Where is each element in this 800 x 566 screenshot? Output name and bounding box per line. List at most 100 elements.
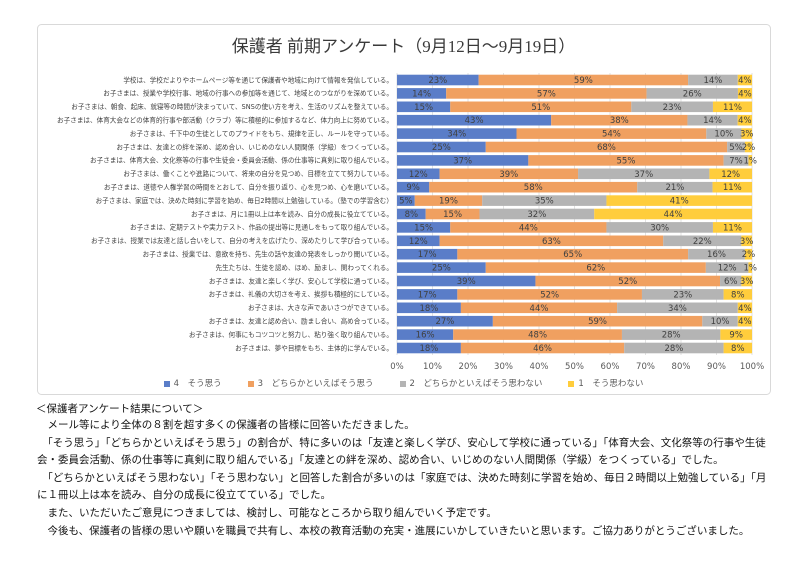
data-label: 44%: [530, 304, 549, 314]
data-label: 14%: [703, 76, 722, 86]
bar-segment: [460, 342, 625, 354]
legend-swatch: [399, 381, 406, 387]
data-label: 23%: [428, 76, 447, 86]
bar-segment: [397, 342, 461, 354]
data-label: 37%: [453, 156, 472, 166]
bar-segment: [723, 289, 752, 300]
data-label: 34%: [447, 130, 466, 140]
bar-segment: [705, 262, 749, 273]
bar-segment: [723, 342, 752, 354]
data-label: 4%: [738, 116, 752, 126]
data-label: 44%: [664, 210, 683, 220]
bar-segment: [748, 262, 752, 273]
category-label: お子さまは、友達との絆を深め、認め合い、いじめのない人間関係（学級）をつくってい…: [116, 142, 393, 151]
data-label: 39%: [457, 277, 476, 287]
data-label: 3%: [740, 130, 754, 140]
data-label: 54%: [602, 130, 621, 140]
bar-segment: [397, 235, 440, 247]
bar-segment: [425, 208, 480, 220]
bar-segment: [663, 235, 742, 247]
bar-segment: [397, 329, 454, 340]
data-label: 8%: [731, 344, 745, 354]
x-tick-label: 50%: [565, 362, 584, 372]
bar-segment: [429, 181, 638, 193]
data-label: 46%: [533, 344, 552, 354]
bar-segment: [687, 114, 738, 126]
data-label: 5%: [399, 197, 413, 207]
data-label: 52%: [618, 277, 637, 287]
bar-segment: [482, 195, 607, 206]
data-label: 12%: [721, 170, 740, 180]
bar-segment: [606, 195, 752, 206]
data-label: 48%: [528, 331, 547, 341]
notes-line: 「そう思う」「どちらかといえばそう思う」の割合が、特に多いのは「友達と楽しく学び…: [37, 436, 766, 449]
data-label: 17%: [418, 290, 437, 300]
data-label: 23%: [673, 290, 692, 300]
x-tick-label: 90%: [707, 362, 726, 372]
category-label: お子さまは、何事にもコツコツと努力し、粘り強く取り組んでいる。: [189, 330, 393, 339]
bar-segment: [460, 302, 618, 314]
data-label: 35%: [535, 197, 554, 207]
category-label: お子さまは、家庭では、決めた時刻に学習を始め、毎日2時間以上勉強している。（塾で…: [96, 196, 393, 205]
data-label: 32%: [527, 210, 546, 220]
legend-swatch: [568, 381, 575, 387]
data-label: 52%: [540, 290, 559, 300]
bar-segment: [712, 181, 752, 193]
bar-segment: [712, 222, 752, 233]
category-label: 学校は、学校だよりやホームページ等を通じて保護者や地域に向けて情報を発信している…: [123, 75, 393, 84]
category-label: お子さまは、月に1冊以上は本を読み、自分の成長に役立てている。: [191, 209, 393, 218]
x-tick-labels: 0% 10% 20% 30% 40% 50% 60% 70% 80% 90% 100%: [390, 362, 764, 372]
data-label: 11%: [723, 183, 742, 193]
x-tick-label: 100%: [740, 362, 764, 372]
bar-segment: [397, 141, 486, 153]
data-label: 41%: [670, 197, 689, 207]
bar-segment: [446, 88, 647, 99]
bar-segment: [741, 235, 752, 247]
bar-segment: [637, 181, 713, 193]
data-label: 15%: [414, 103, 433, 113]
legend-label: 3 どちらかといえばそう思う: [257, 379, 374, 389]
data-label: 8%: [731, 290, 745, 300]
data-label: 5%: [729, 143, 743, 153]
category-label: お子さまは、授業では友達と話し合いをして、自分の考えを広げたり、深めたりして学び…: [91, 236, 393, 245]
bar-segment: [641, 289, 724, 300]
data-label: 9%: [729, 331, 743, 341]
bar-segment: [624, 342, 724, 354]
category-label: お子さまは、夢や目標をもち、主体的に学んでいる。: [235, 343, 393, 352]
data-label: 10%: [714, 130, 733, 140]
bar-segment: [737, 114, 752, 126]
bar-segment: [528, 155, 724, 166]
data-label: 11%: [723, 223, 742, 233]
data-label: 16%: [416, 331, 435, 341]
legend-label: 1 そう思わない: [578, 379, 644, 389]
data-label: 21%: [665, 183, 684, 193]
notes-line: メール等により全体の８割を超す多くの保護者の皆様に回答いただきました。: [37, 419, 415, 431]
category-label: 先生たちは、生徒を認め、ほめ、励まし、関わってくれる。: [215, 263, 393, 272]
bar-segment: [737, 88, 752, 99]
bar-segment: [737, 74, 752, 86]
data-label: 12%: [409, 170, 428, 180]
bar-segment: [688, 74, 738, 86]
bar-segment: [702, 315, 738, 327]
x-tick-label: 10%: [423, 362, 442, 372]
bar-segment: [631, 101, 713, 113]
bar-segment: [397, 275, 536, 287]
bar-segment: [492, 315, 703, 327]
bar-segment: [594, 208, 752, 220]
chart-title: 保護者 前期アンケート（9月12日～9月19日）: [231, 37, 576, 56]
bar-segment: [621, 329, 721, 340]
data-label: 2%: [742, 143, 756, 153]
data-label: 28%: [662, 331, 681, 341]
notes-line: また、いただいたご意見につきましては、検討し、可能なところから取り組んでいく予定…: [37, 506, 497, 519]
bar-segment: [741, 128, 752, 139]
bar-segment: [606, 222, 713, 233]
data-label: 14%: [703, 116, 722, 126]
x-tick-label: 20%: [459, 362, 478, 372]
bar-segment: [439, 168, 579, 180]
data-label: 15%: [443, 210, 462, 220]
data-label: 57%: [537, 89, 556, 99]
category-label: お子さまは、友達と楽しく学び、安心して学校に通っている。: [209, 276, 393, 285]
bar-segment: [516, 128, 707, 139]
legend-label: 4 そう思う: [173, 379, 222, 389]
